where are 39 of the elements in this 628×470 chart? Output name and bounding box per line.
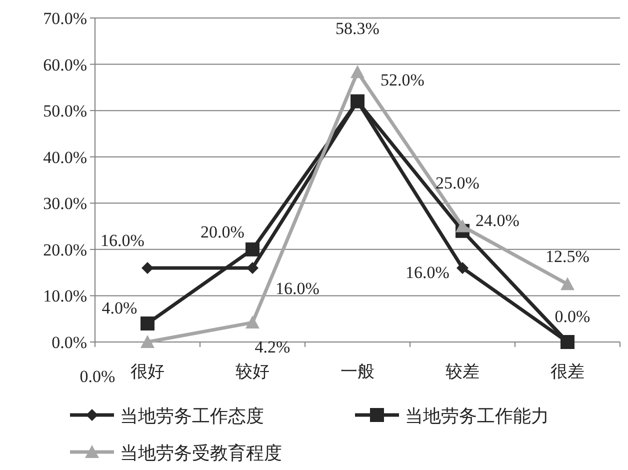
- x-tick-label: 较差: [446, 362, 480, 381]
- point: [350, 65, 364, 78]
- point: [142, 262, 154, 274]
- legend-label: 当地劳务工作能力: [405, 406, 549, 426]
- legend-label: 当地劳务受教育程度: [120, 443, 282, 463]
- point: [456, 262, 468, 274]
- point: [246, 316, 260, 329]
- y-tick-label: 30.0%: [43, 194, 87, 214]
- y-tick-label: 50.0%: [43, 102, 87, 121]
- x-tick-label: 很差: [550, 362, 584, 381]
- data-label: 4.2%: [254, 338, 290, 357]
- y-tick-label: 70.0%: [43, 9, 87, 28]
- y-tick-label: 60.0%: [43, 55, 87, 74]
- legend-label: 当地劳务工作态度: [120, 406, 264, 426]
- data-label: 25.0%: [436, 173, 480, 192]
- x-tick-label: 较好: [236, 362, 270, 381]
- data-label: 20.0%: [200, 222, 244, 242]
- data-label: 24.0%: [476, 210, 520, 230]
- y-tick-label: 40.0%: [43, 148, 87, 167]
- y-tick-label: 20.0%: [43, 240, 87, 260]
- data-label: 0.0%: [554, 307, 590, 326]
- point: [246, 262, 258, 274]
- point: [140, 316, 154, 330]
- data-label: 16.0%: [100, 230, 144, 250]
- data-label: 16.0%: [276, 278, 320, 298]
- data-label: 0.0%: [80, 367, 116, 386]
- y-tick-label: 0.0%: [52, 333, 87, 352]
- point: [246, 242, 260, 256]
- point: [456, 219, 470, 232]
- point: [140, 335, 154, 348]
- data-label: 16.0%: [406, 262, 450, 282]
- data-label: 4.0%: [102, 298, 138, 318]
- x-tick-label: 很好: [130, 362, 164, 381]
- data-label: 58.3%: [336, 19, 380, 38]
- data-label: 52.0%: [380, 70, 424, 90]
- point: [560, 277, 574, 290]
- y-tick-label: 10.0%: [43, 286, 87, 306]
- x-tick-label: 一般: [340, 362, 374, 381]
- data-label: 12.5%: [546, 247, 590, 266]
